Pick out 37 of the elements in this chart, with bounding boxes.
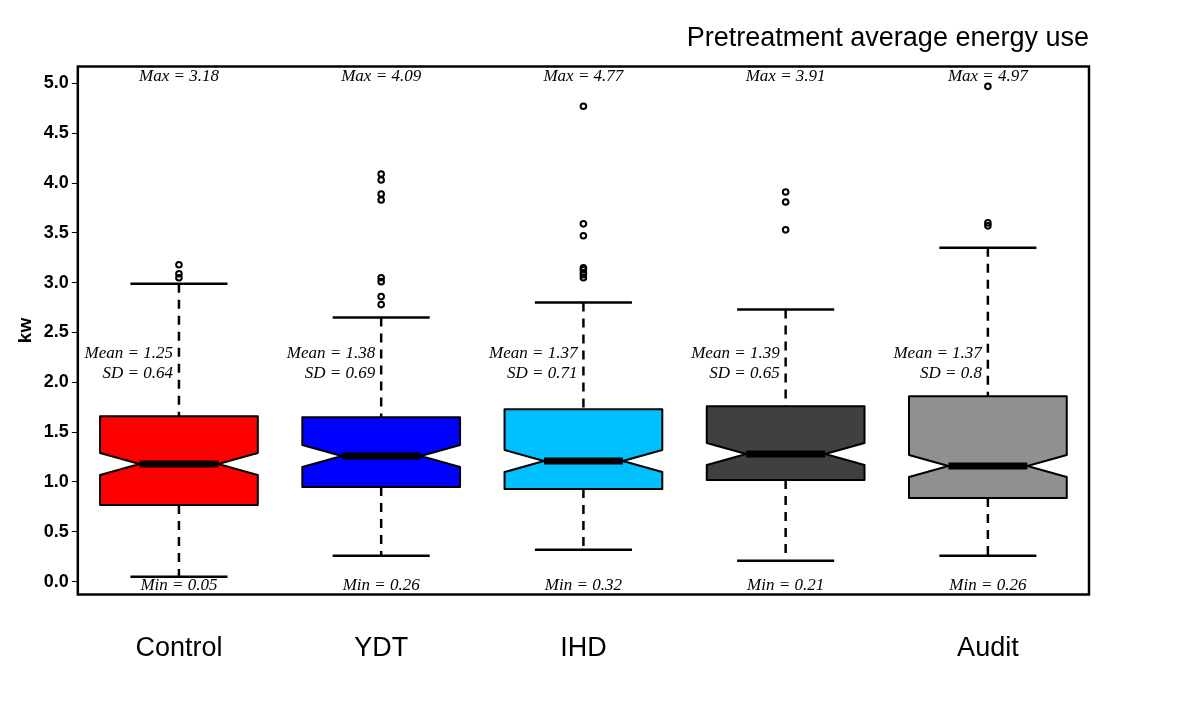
y-axis-title: kw xyxy=(13,317,35,344)
annotation: SD = 0.69 xyxy=(304,362,376,382)
annotation: SD = 0.65 xyxy=(709,362,780,382)
annotation: Mean = 1.37 xyxy=(892,342,984,362)
y-tick-label: 3.0 xyxy=(43,271,69,292)
annotation: Min = 0.21 xyxy=(746,574,825,594)
y-tick-label: 3.5 xyxy=(43,221,69,242)
annotation: Mean = 1.37 xyxy=(487,342,579,362)
annotation: Min = 0.05 xyxy=(139,574,218,594)
annotation: Max = 3.18 xyxy=(137,66,220,86)
y-tick-label: 1.0 xyxy=(43,470,69,491)
annotation: Max = 3.91 xyxy=(744,66,826,86)
annotation: Min = 0.32 xyxy=(543,574,623,594)
annotation: Min = 0.26 xyxy=(341,574,421,594)
y-tick-label: 0.5 xyxy=(43,520,69,541)
annotation: Max = 4.09 xyxy=(340,66,422,86)
annotation: Min = 0.26 xyxy=(948,574,1027,594)
x-tick-label: YDT xyxy=(354,632,409,663)
x-tick-label: Audit xyxy=(957,632,1020,663)
annotation: Max = 4.97 xyxy=(946,66,1030,86)
annotation: Mean = 1.39 xyxy=(690,342,781,362)
annotation: Max = 4.77 xyxy=(542,66,625,86)
annotation: Mean = 1.38 xyxy=(285,342,376,362)
annotation: SD = 0.71 xyxy=(506,362,578,382)
chart-title: Pretreatment average energy use xyxy=(686,21,1089,52)
x-tick-label: Control xyxy=(135,632,223,663)
y-tick-label: 4.0 xyxy=(43,171,69,192)
annotation: SD = 0.64 xyxy=(102,362,174,382)
y-tick-label: 4.5 xyxy=(43,122,69,143)
y-tick-label: 1.5 xyxy=(43,421,69,442)
y-tick-label: 5.0 xyxy=(43,72,69,93)
x-tick-label: IHD xyxy=(560,632,607,663)
y-tick-label: 0.0 xyxy=(43,570,69,591)
annotation: Mean = 1.25 xyxy=(83,342,173,362)
annotation: SD = 0.8 xyxy=(919,362,983,382)
y-tick-label: 2.5 xyxy=(43,321,69,342)
y-tick-label: 2.0 xyxy=(43,371,69,392)
